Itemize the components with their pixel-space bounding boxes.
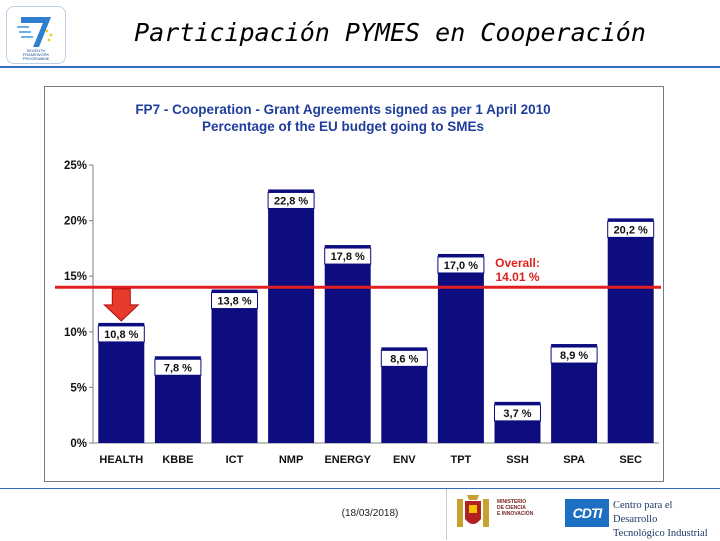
category-label: SPA [563, 454, 585, 466]
value-label-box [211, 292, 258, 310]
value-label-box [324, 247, 372, 265]
value-label-box [154, 358, 202, 376]
cdti-logo: CDTI Centro para el Desarrollo Tecnológi… [565, 497, 713, 539]
fp7-emblem-icon [17, 17, 53, 47]
y-tick-label: 10% [64, 327, 87, 339]
category-label: SSH [506, 454, 529, 466]
chart-title-line-1: FP7 - Cooperation - Grant Agreements sig… [135, 102, 550, 117]
y-tick-label: 15% [64, 271, 87, 283]
ministry-text: MINISTERIO DE CIENCIA E INNOVACIÓN [497, 499, 553, 517]
category-label: ICT [226, 454, 244, 466]
value-label-box [550, 346, 598, 364]
page-title: Participación PYMES en Cooperación [134, 18, 646, 47]
footer-date: (18/03/2018) [341, 508, 399, 519]
value-label: 8,9 % [560, 350, 588, 362]
overall-label-line: Overall: [495, 256, 540, 270]
logo-line-1: SEVENTH [26, 48, 46, 53]
y-tick-label: 5% [70, 382, 87, 394]
fp7-logo: SEVENTH FRAMEWORK PROGRAMME [6, 6, 66, 64]
value-label-box [380, 349, 428, 367]
cdti-line-2: Tecnológico Industrial [613, 528, 708, 539]
value-label-box [607, 220, 655, 238]
value-label: 8,6 % [390, 353, 418, 365]
cdti-text: Centro para el Desarrollo Tecnológico In… [613, 499, 715, 541]
bar-nmp [268, 189, 315, 443]
value-label: 17,8 % [331, 251, 365, 263]
category-label: ENERGY [324, 454, 371, 466]
bar-health [98, 322, 145, 443]
overall-label-line: 14.01 % [495, 270, 539, 284]
y-tick-label: 25% [64, 160, 87, 172]
coat-of-arms-icon [457, 495, 489, 527]
bar-energy [324, 245, 371, 443]
bar-sec [607, 218, 654, 443]
value-label-box [494, 404, 541, 422]
value-label: 7,8 % [164, 362, 192, 374]
category-label: KBBE [162, 454, 193, 466]
value-label-box [437, 256, 485, 274]
category-label: SEC [619, 454, 642, 466]
chart-frame: FP7 - Cooperation - Grant Agreements sig… [44, 86, 664, 482]
ministry-line-2: DE CIENCIA [497, 505, 526, 511]
chart-title-line-2: Percentage of the EU budget going to SME… [202, 119, 484, 134]
value-label: 17,0 % [444, 260, 478, 272]
category-label: NMP [279, 454, 303, 466]
y-tick-label: 0% [70, 438, 87, 450]
value-label: 22,8 % [274, 195, 308, 207]
title-divider [0, 66, 720, 68]
ministry-logo: MINISTERIO DE CIENCIA E INNOVACIÓN [453, 493, 557, 535]
value-label: 13,8 % [217, 296, 251, 308]
ministry-line-3: E INNOVACIÓN [497, 511, 534, 517]
y-tick-label: 20% [64, 216, 87, 228]
cdti-mark: CDTI [565, 499, 609, 527]
highlight-arrow-icon [103, 288, 140, 322]
footer-logos: MINISTERIO DE CIENCIA E INNOVACIÓN CDTI … [446, 489, 717, 540]
value-label: 20,2 % [614, 224, 648, 236]
category-label: ENV [393, 454, 416, 466]
value-label-box [267, 191, 315, 209]
logo-line-3: PROGRAMME [22, 56, 50, 61]
bar-chart: FP7 - Cooperation - Grant Agreements sig… [55, 102, 661, 466]
ministry-line-1: MINISTERIO [497, 499, 527, 505]
value-label: 10,8 % [104, 329, 138, 341]
logo-line-2: FRAMEWORK [22, 52, 50, 57]
footer-divider [0, 488, 720, 489]
category-label: TPT [451, 454, 472, 466]
bar-tpt [437, 253, 484, 443]
cdti-line-1: Centro para el Desarrollo [613, 500, 673, 525]
category-label: HEALTH [99, 454, 143, 466]
value-label: 3,7 % [503, 408, 531, 420]
bar-ict [211, 289, 258, 443]
value-label-box [97, 325, 145, 343]
